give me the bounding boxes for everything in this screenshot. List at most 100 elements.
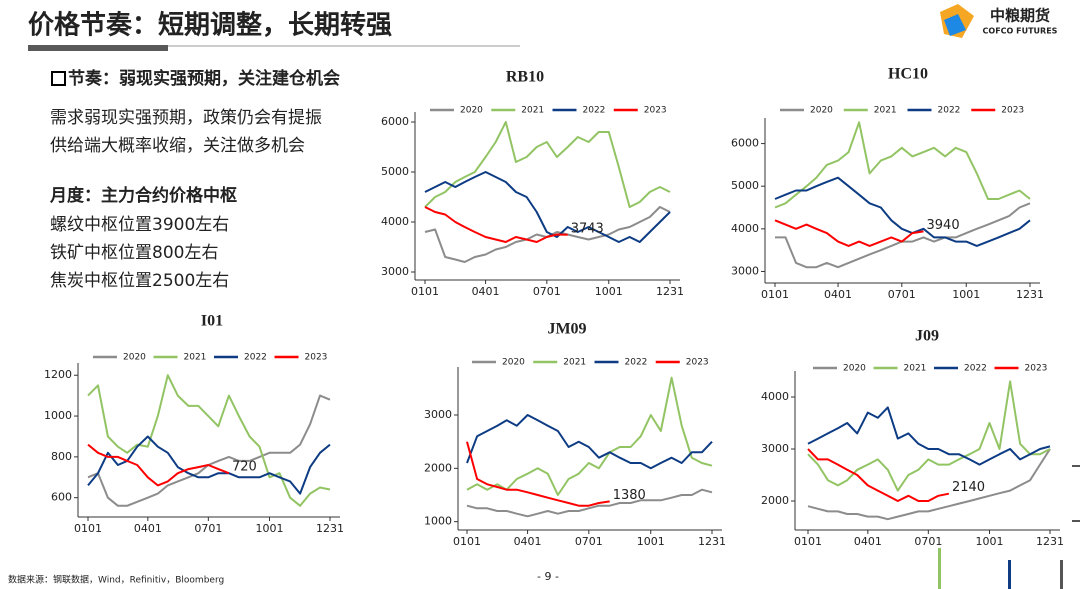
note: 节奏：弱现实强预期，关注建仓机会 bbox=[68, 68, 340, 89]
chart: J09 2000 3000 4000 0101 0401 0701 1001 1231 2020 2… bbox=[761, 328, 1064, 548]
legend-label: 2023 bbox=[644, 106, 667, 116]
bullet-box bbox=[51, 71, 66, 86]
series-line bbox=[424, 171, 671, 243]
series-line bbox=[466, 441, 610, 507]
legend-label: 2022 bbox=[625, 358, 648, 368]
deco-bar bbox=[1072, 520, 1080, 522]
y-tick-label: 5000 bbox=[731, 179, 759, 192]
y-tick-label: 600 bbox=[51, 491, 72, 504]
legend-label: 2023 bbox=[686, 358, 709, 368]
legend-label: 2021 bbox=[563, 358, 586, 368]
series-line bbox=[87, 374, 331, 507]
legend-label: 2020 bbox=[810, 106, 833, 116]
series-line bbox=[807, 380, 1051, 492]
deco-bar bbox=[1060, 560, 1063, 589]
note: 月度：主力合约价格中枢 bbox=[49, 185, 237, 206]
deco-bar bbox=[1008, 560, 1011, 589]
chart-title: JM09 bbox=[547, 321, 586, 338]
source-note: 数据来源：钢联数据，Wind，Refinitiv，Bloomberg bbox=[8, 574, 224, 586]
logo-name: 中粮期货 bbox=[990, 7, 1050, 25]
series-line bbox=[424, 206, 671, 263]
series-line bbox=[87, 443, 230, 487]
y-tick-label: 1200 bbox=[44, 368, 72, 381]
x-tick-label: 1231 bbox=[1036, 535, 1064, 548]
note: 供给端大概率收缩，关注做多机会 bbox=[50, 136, 305, 156]
chart: JM09 1000 2000 3000 0101 0401 0701 1001 1231 2020… bbox=[424, 321, 726, 548]
x-tick-label: 0101 bbox=[74, 522, 102, 535]
series-line bbox=[774, 121, 1031, 209]
y-tick-label: 800 bbox=[51, 450, 72, 463]
x-tick-label: 0401 bbox=[134, 522, 162, 535]
y-tick-label: 1000 bbox=[424, 515, 452, 528]
x-tick-label: 1001 bbox=[595, 285, 623, 298]
legend-label: 2023 bbox=[305, 353, 328, 363]
x-tick-label: 0101 bbox=[794, 535, 822, 548]
x-tick-label: 0401 bbox=[472, 285, 500, 298]
slide-title: 价格节奏：短期调整，长期转强 bbox=[28, 10, 392, 41]
series-line bbox=[807, 406, 1051, 466]
legend-label: 2020 bbox=[460, 106, 483, 116]
x-tick-label: 1231 bbox=[698, 535, 726, 548]
series-line bbox=[424, 121, 671, 208]
y-tick-label: 3000 bbox=[381, 265, 409, 278]
y-tick-label: 3000 bbox=[424, 408, 452, 421]
logo-mark bbox=[944, 14, 966, 36]
y-tick-label: 4000 bbox=[761, 390, 789, 403]
x-tick-label: 1001 bbox=[637, 535, 665, 548]
y-tick-label: 2000 bbox=[424, 461, 452, 474]
end-label: 3743 bbox=[571, 221, 604, 236]
series-line bbox=[466, 414, 713, 470]
legend-label: 2022 bbox=[244, 353, 267, 363]
legend-label: 2023 bbox=[1025, 364, 1048, 374]
legend-label: 2023 bbox=[1001, 106, 1024, 116]
series-line bbox=[807, 448, 950, 502]
note: 铁矿中枢位置800左右 bbox=[50, 243, 218, 263]
legend-label: 2022 bbox=[583, 106, 606, 116]
series-line bbox=[775, 202, 1031, 269]
series-line bbox=[424, 206, 568, 243]
legend-label: 2020 bbox=[502, 358, 525, 368]
legend-label: 2022 bbox=[964, 364, 987, 374]
note: 需求弱现实强预期，政策仍会有提振 bbox=[50, 108, 322, 128]
chart-title: HC10 bbox=[888, 66, 928, 83]
x-tick-label: 0401 bbox=[824, 288, 852, 301]
end-label: 3940 bbox=[927, 218, 960, 233]
y-tick-label: 3000 bbox=[731, 264, 759, 277]
series-line bbox=[807, 448, 1051, 521]
series-line bbox=[774, 176, 1031, 247]
legend-label: 2020 bbox=[123, 353, 146, 363]
legend-label: 2020 bbox=[843, 364, 866, 374]
x-tick-label: 0701 bbox=[888, 288, 916, 301]
note: 焦炭中枢位置2500左右 bbox=[50, 271, 229, 291]
series-line bbox=[466, 488, 713, 518]
deco-bar bbox=[938, 548, 941, 589]
x-tick-label: 0101 bbox=[761, 288, 789, 301]
chart-title: RB10 bbox=[506, 69, 544, 86]
chart-title: I01 bbox=[201, 313, 223, 330]
x-tick-label: 0101 bbox=[411, 285, 439, 298]
x-tick-label: 0701 bbox=[194, 522, 222, 535]
chart: I01 600 800 1000 1200 0101 0401 0701 1001 1231 202… bbox=[44, 313, 344, 535]
legend-label: 2021 bbox=[904, 364, 927, 374]
end-label: 1380 bbox=[613, 488, 646, 503]
chart: RB10 3000 4000 5000 6000 0101 0401 0701 1001 1231… bbox=[381, 69, 684, 298]
chart: HC10 3000 4000 5000 6000 0101 0401 0701 1001 1231… bbox=[731, 66, 1044, 301]
x-tick-label: 0701 bbox=[533, 285, 561, 298]
legend-label: 2021 bbox=[521, 106, 544, 116]
series-line bbox=[466, 376, 713, 496]
x-tick-label: 0401 bbox=[854, 535, 882, 548]
decoration bbox=[938, 465, 1080, 589]
end-label: 720 bbox=[232, 460, 257, 475]
x-tick-label: 0701 bbox=[914, 535, 942, 548]
y-tick-label: 4000 bbox=[731, 222, 759, 235]
note: 螺纹中枢位置3900左右 bbox=[50, 215, 229, 235]
y-tick-label: 2000 bbox=[761, 494, 789, 507]
y-tick-label: 6000 bbox=[381, 115, 409, 128]
deco-bar bbox=[1072, 465, 1080, 467]
logo: 中粮期货 COFCO FUTURES bbox=[940, 4, 1058, 38]
x-tick-label: 1231 bbox=[316, 522, 344, 535]
title-bar bbox=[28, 45, 168, 51]
legend-label: 2021 bbox=[184, 353, 207, 363]
x-tick-label: 0701 bbox=[575, 535, 603, 548]
